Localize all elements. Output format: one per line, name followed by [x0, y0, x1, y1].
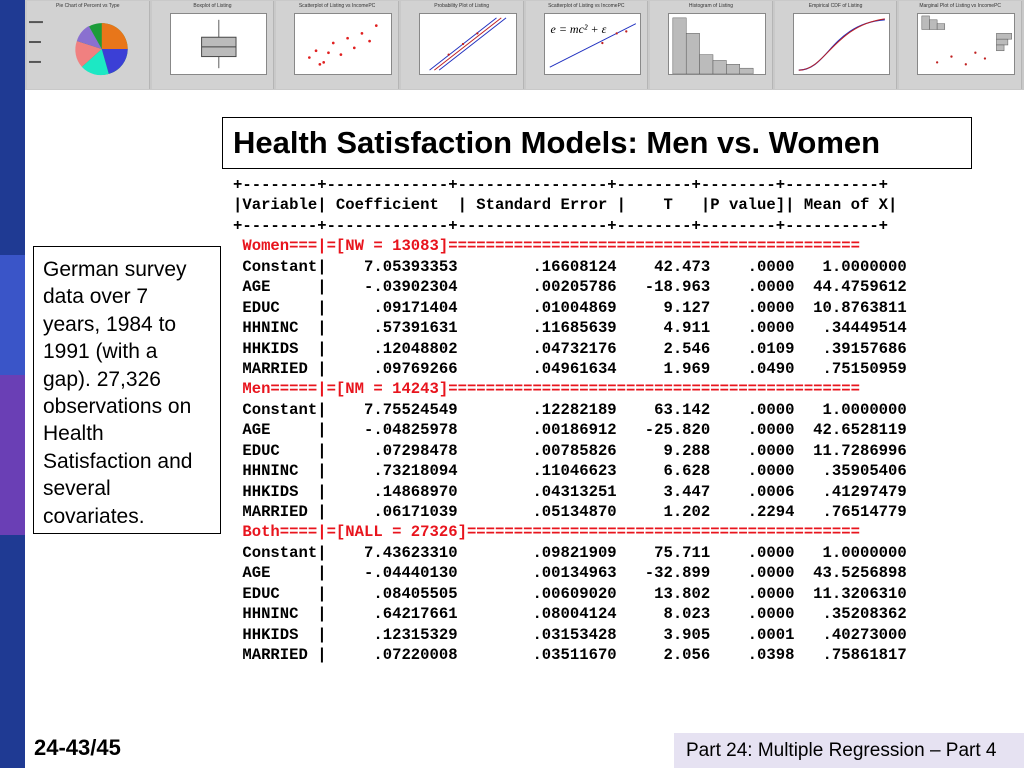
table-row: EDUC | .09171404 .01004869 9.127 .0000 1… [233, 298, 907, 317]
plot-area [668, 13, 766, 75]
page-number: 24-43/45 [34, 735, 121, 760]
scatterplot-thumbnail: Scatterplot of Listing vs IncomePC [276, 1, 399, 89]
table-row: MARRIED | .07220008 .03511670 2.056 .039… [233, 646, 907, 665]
plot-area [792, 13, 891, 75]
thumbnail-title: Empirical CDF of Listing [808, 3, 863, 9]
table-row: MARRIED | .09769266 .04961634 1.969 .049… [233, 359, 907, 378]
slide-title-box: Health Satisfaction Models: Men vs. Wome… [222, 117, 972, 169]
table-row: EDUC | .08405505 .00609020 13.802 .0000 … [233, 584, 907, 603]
probability-graphic [429, 17, 507, 71]
table-row: HHKIDS | .12048802 .04732176 2.546 .0109… [233, 339, 907, 358]
boxplot-graphic [200, 19, 237, 69]
description-line: years, 1984 to [43, 312, 177, 336]
accent-bar-segment [0, 0, 25, 255]
table-row: Constant| 7.75524549 .12282189 63.142 .0… [233, 400, 907, 419]
table-row: Constant| 7.05393353 .16608124 42.473 .0… [233, 257, 907, 276]
table-border: +--------+-------------+----------------… [233, 176, 889, 194]
section-header: Both====|=[NALL = 27326]================… [233, 523, 860, 542]
marginal-graphic [921, 15, 1013, 66]
table-row: HHKIDS | .12315329 .03153428 3.905 .0001… [233, 625, 907, 644]
histogram-graphic [672, 17, 754, 74]
table-row: Constant| 7.43623310 .09821909 75.711 .0… [233, 543, 907, 562]
plot-area [418, 13, 517, 75]
pie-chart-thumbnail: Pie Chart of Percent vs Type [27, 1, 150, 89]
description-line: Satisfaction and [43, 449, 193, 473]
ecdf-thumbnail: Empirical CDF of Listing [774, 1, 898, 89]
regression-output-table: +--------+-------------+----------------… [233, 175, 973, 666]
description-box: German survey data over 7 years, 1984 to… [33, 246, 221, 534]
table-row: EDUC | .07298478 .00785826 9.288 .0000 1… [233, 441, 907, 460]
boxplot-thumbnail: Boxplot of Listing [151, 1, 275, 89]
scatter-graphic [308, 24, 378, 66]
probability-plot-thumbnail: Probability Plot of Listing [400, 1, 524, 89]
table-row: AGE | -.04440130 .00134963 -32.899 .0000… [233, 564, 907, 583]
description-line: covariates. [43, 504, 145, 528]
plot-area [294, 13, 392, 75]
slide-title: Health Satisfaction Models: Men vs. Wome… [233, 125, 881, 160]
table-row: MARRIED | .06171039 .05134870 1.202 .229… [233, 503, 907, 521]
table-row: HHNINC | .64217661 .08004124 8.023 .0000… [233, 605, 907, 624]
equation-graphic [549, 23, 636, 68]
marginal-plot-thumbnail: Marginal Plot of Listing vs IncomePC [899, 1, 1022, 89]
table-row: HHKIDS | .14868970 .04313251 3.447 .0006… [233, 482, 907, 501]
equation-label: e = mc² + ε [550, 22, 607, 36]
table-row: AGE | -.03902304 .00205786 -18.963 .0000… [233, 278, 907, 297]
table-border: +--------+-------------+----------------… [233, 216, 889, 235]
description-line: Health [43, 422, 104, 446]
footer-label: Part 24: Multiple Regression – Part 4 [674, 733, 1024, 768]
description-line: gap). 27,326 [43, 367, 161, 391]
accent-bar-segment [0, 255, 25, 375]
description-line: 1991 (with a [43, 340, 158, 364]
thumbnail-title: Scatterplot of Listing vs IncomePC [548, 3, 625, 9]
histogram-thumbnail: Histogram of Listing [650, 1, 773, 89]
section-header: Women===|=[NW = 13083]==================… [233, 237, 860, 256]
ecdf-graphic [798, 18, 885, 71]
description-line: several [43, 477, 111, 501]
accent-bar-segment [0, 375, 25, 535]
left-accent-bar [0, 0, 25, 768]
table-header-row: |Variable| Coefficient | Standard Error … [233, 196, 898, 215]
description-line: observations on [43, 395, 192, 419]
thumbnail-title: Histogram of Listing [688, 3, 734, 9]
thumbnail-title: Pie Chart of Percent vs Type [56, 3, 120, 9]
thumbnail-title: Marginal Plot of Listing vs IncomePC [919, 3, 1002, 9]
accent-bar-segment [0, 535, 25, 768]
pie-chart-graphic [28, 21, 128, 76]
description-line: German survey [43, 258, 187, 281]
plot-area [169, 13, 268, 75]
equation-thumbnail: Scatterplot of Listing vs IncomePC e = m… [525, 1, 649, 89]
table-row: AGE | -.04825978 .00186912 -25.820 .0000… [233, 421, 907, 440]
thumbnail-title: Probability Plot of Listing [434, 3, 490, 9]
section-header: Men=====|=[NM = 14243]==================… [233, 380, 860, 399]
thumbnail-title: Boxplot of Listing [193, 3, 232, 9]
thumbnail-strip: Pie Chart of Percent vs Type Boxplot of … [25, 0, 1024, 90]
thumbnail-title: Scatterplot of Listing vs IncomePC [298, 3, 376, 9]
table-row: HHNINC | .73218094 .11046623 6.628 .0000… [233, 462, 907, 481]
description-line: data over 7 [43, 285, 149, 309]
plot-area: e = mc² + ε [543, 13, 642, 75]
table-row: HHNINC | .57391631 .11685639 4.911 .0000… [233, 319, 907, 338]
plot-area [917, 13, 1015, 75]
